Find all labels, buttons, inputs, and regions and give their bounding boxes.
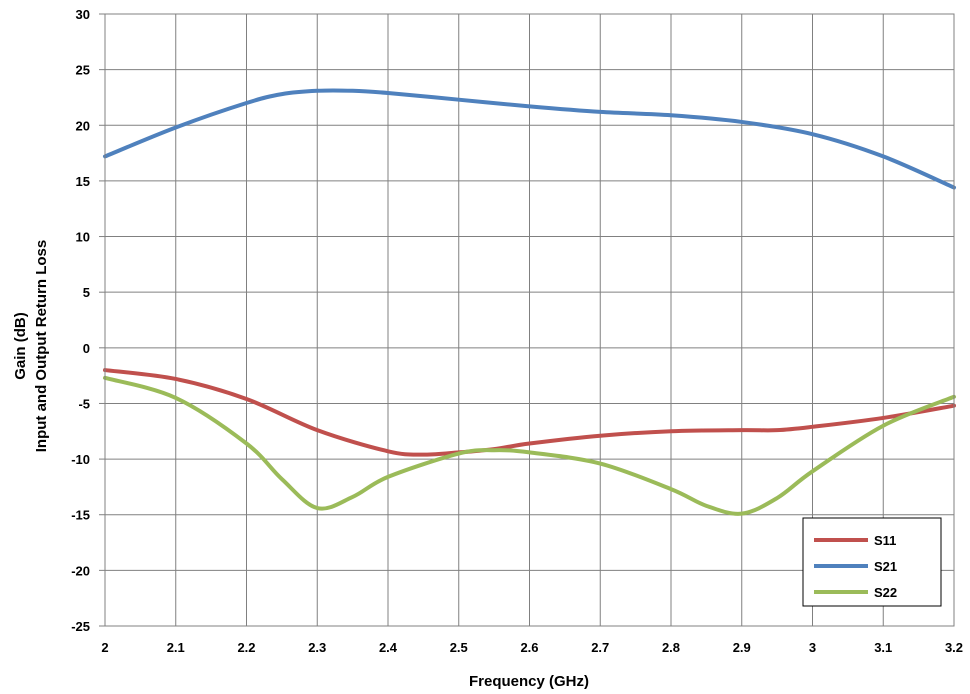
y-axis-title-line-2: Input and Output Return Loss <box>33 240 50 452</box>
y-tick-labels: 30 25 20 15 10 5 0 -5 -10 -15 -20 -25 <box>71 7 90 634</box>
legend-label-s22: S22 <box>874 585 897 600</box>
x-tick-label: 3.2 <box>945 640 963 655</box>
y-tick-label: -5 <box>78 396 90 411</box>
y-tick-label: 15 <box>76 174 90 189</box>
x-tick-label: 2.9 <box>733 640 751 655</box>
x-axis-title: Frequency (GHz) <box>469 673 589 690</box>
series-line-s22 <box>103 375 956 516</box>
y-tick-label: 0 <box>83 341 90 356</box>
x-tick-label: 2 <box>101 640 108 655</box>
y-tick-label: -10 <box>71 452 90 467</box>
x-tick-label: 2.7 <box>591 640 609 655</box>
series-line-s21 <box>103 88 956 190</box>
y-tick-label: 25 <box>76 63 90 78</box>
x-tick-label: 3.1 <box>874 640 892 655</box>
y-axis-title-line-1: Gain (dB) <box>12 312 29 380</box>
x-tick-labels: 2 2.1 2.2 2.3 2.4 2.5 2.6 2.7 2.8 2.9 3 3.1 3.2 <box>101 640 963 655</box>
x-tick-label: 2.4 <box>379 640 398 655</box>
y-tick-label: 30 <box>76 7 90 22</box>
series-lines <box>103 88 956 516</box>
y-tick-label: 10 <box>76 230 90 245</box>
plot-area-frame <box>104 13 955 627</box>
x-tick-label: 2.6 <box>520 640 538 655</box>
legend-label-s11: S11 <box>874 533 896 548</box>
x-tick-label: 2.1 <box>167 640 185 655</box>
y-tick-label: -25 <box>71 619 90 634</box>
y-tick-label: 5 <box>83 285 90 300</box>
legend: S11 S21 S22 <box>802 517 942 607</box>
x-tick-label: 3 <box>809 640 816 655</box>
x-tick-label: 2.8 <box>662 640 680 655</box>
x-tick-label: 2.5 <box>450 640 468 655</box>
y-tick-label: -20 <box>71 563 90 578</box>
y-tick-label: -15 <box>71 508 90 523</box>
x-tick-label: 2.3 <box>308 640 326 655</box>
series-line-s11 <box>103 368 956 457</box>
legend-label-s21: S21 <box>874 559 897 574</box>
x-tick-label: 2.2 <box>237 640 255 655</box>
y-tick-label: 20 <box>76 118 90 133</box>
